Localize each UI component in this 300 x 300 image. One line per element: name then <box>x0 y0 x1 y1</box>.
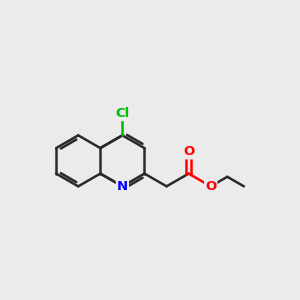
Text: Cl: Cl <box>115 107 130 120</box>
Text: O: O <box>205 180 216 193</box>
Text: O: O <box>183 146 194 158</box>
Text: N: N <box>117 180 128 193</box>
